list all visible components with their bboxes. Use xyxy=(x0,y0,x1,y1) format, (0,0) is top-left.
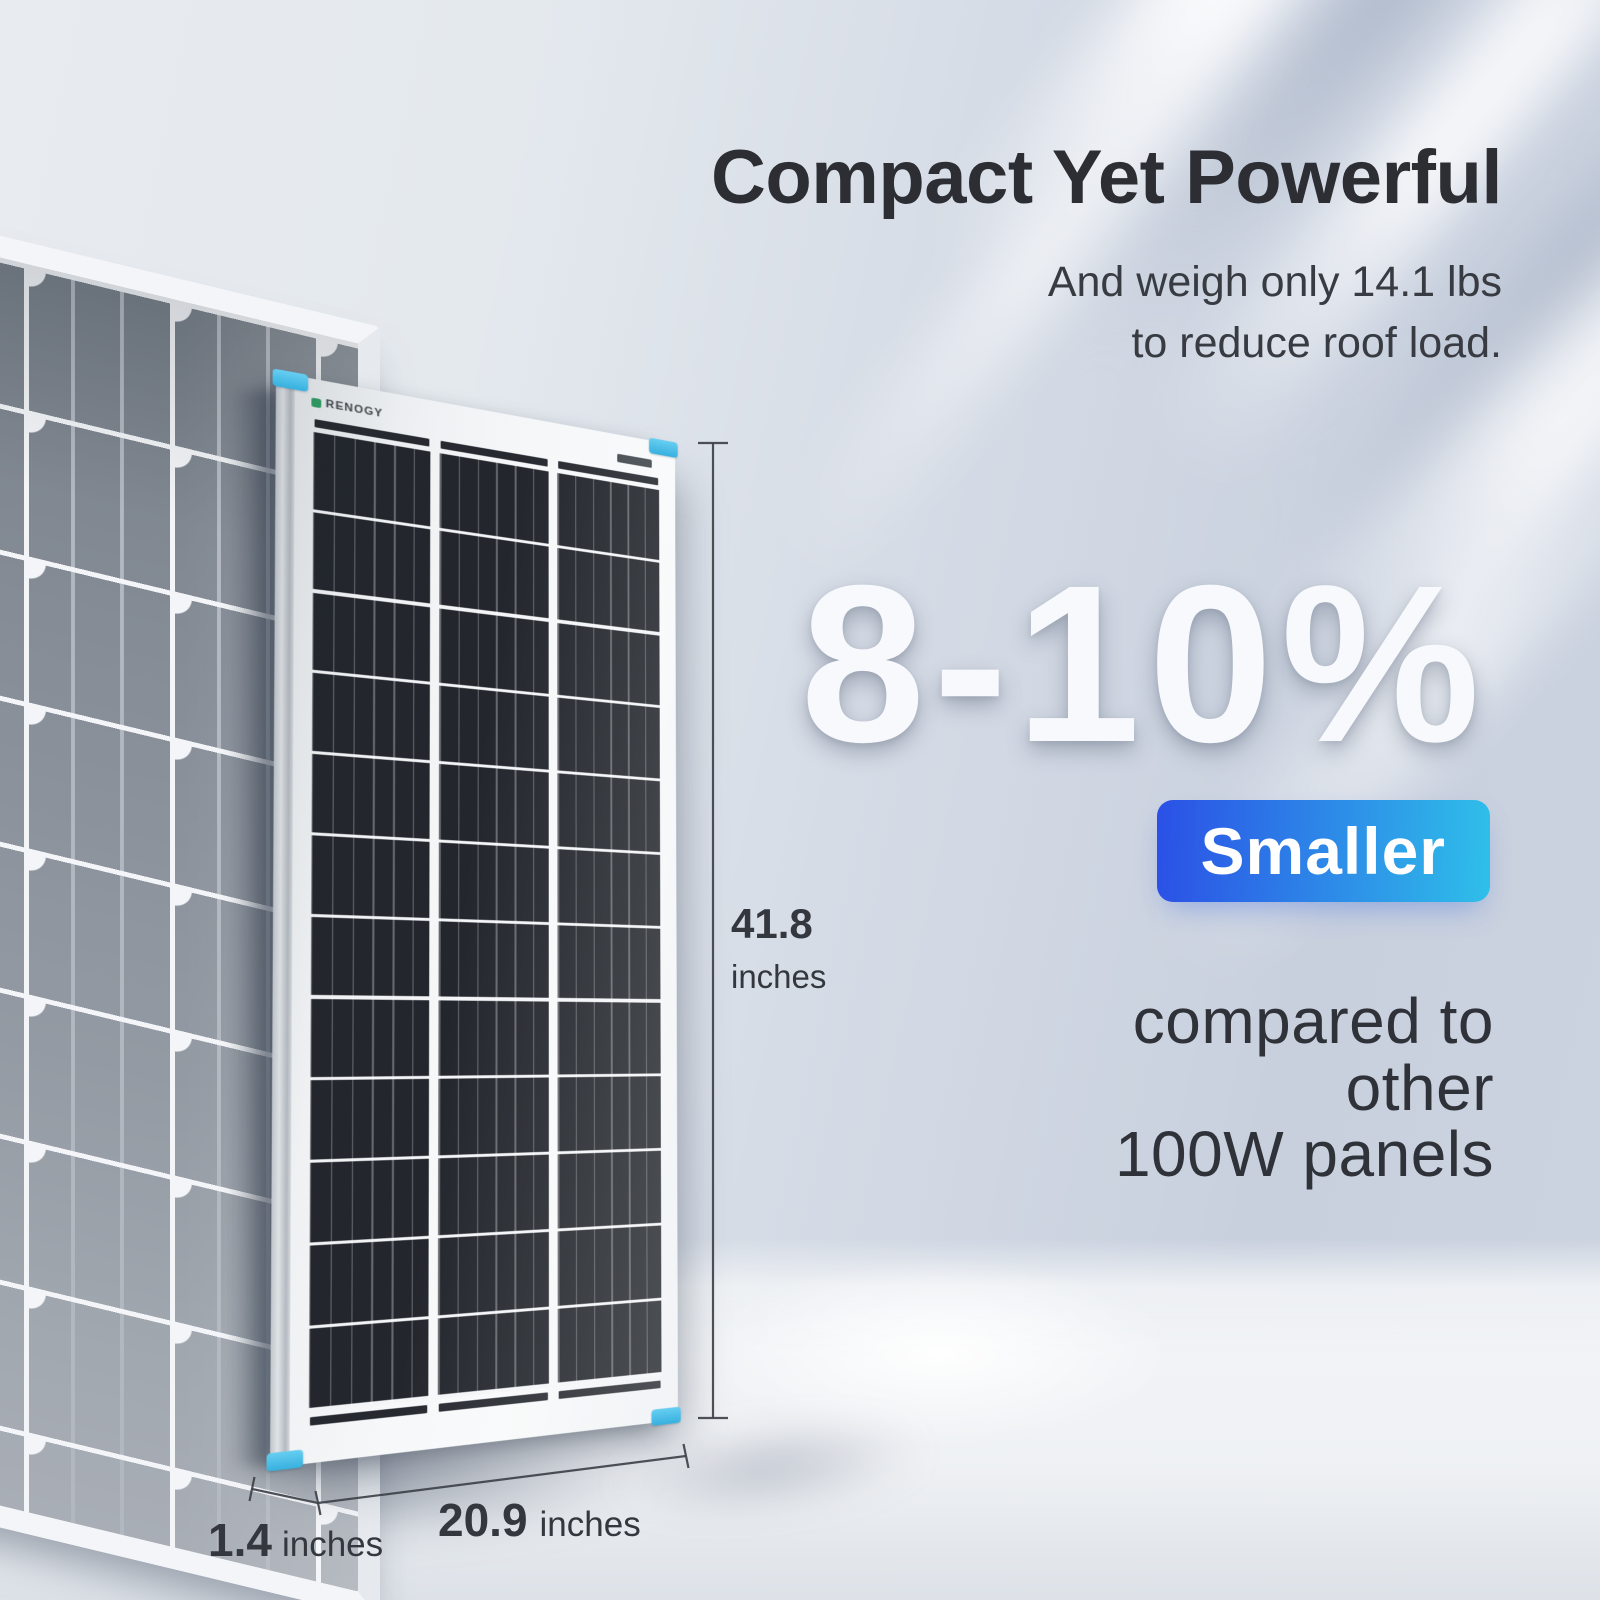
width-dimension-line xyxy=(317,1454,687,1505)
width-dimension-label: 20.9 inches xyxy=(438,1493,641,1547)
height-value: 41.8 xyxy=(731,900,813,947)
comparison-text: compared to other 100W panels xyxy=(1115,988,1494,1188)
depth-value: 1.4 xyxy=(208,1514,272,1566)
height-unit: inches xyxy=(731,958,827,995)
page-title: Compact Yet Powerful xyxy=(710,135,1503,220)
subtitle-line1: And weigh only 14.1 lbs xyxy=(1047,258,1502,306)
comparison-line3: 100W panels xyxy=(1114,1118,1494,1191)
subtitle: And weigh only 14.1 lbs to reduce roof l… xyxy=(1048,252,1502,374)
width-unit: inches xyxy=(539,1505,641,1544)
percent-stat: 8-10% xyxy=(800,539,1488,789)
depth-unit: inches xyxy=(281,1525,384,1564)
height-dimension-label: 41.8 inches xyxy=(731,900,826,996)
width-right-tick xyxy=(682,1443,690,1469)
depth-dimension-line xyxy=(251,1487,319,1505)
comparison-line2: other xyxy=(1345,1051,1494,1124)
comparison-line1: compared to xyxy=(1132,985,1494,1057)
width-value: 20.9 xyxy=(438,1494,528,1546)
cast-shadow xyxy=(228,390,276,1466)
depth-dimension-label: 1.4 inches xyxy=(208,1513,383,1567)
depth-left-tick xyxy=(248,1476,256,1502)
smaller-badge: Smaller xyxy=(1156,800,1490,902)
subtitle-line2: to reduce roof load. xyxy=(1131,319,1502,368)
